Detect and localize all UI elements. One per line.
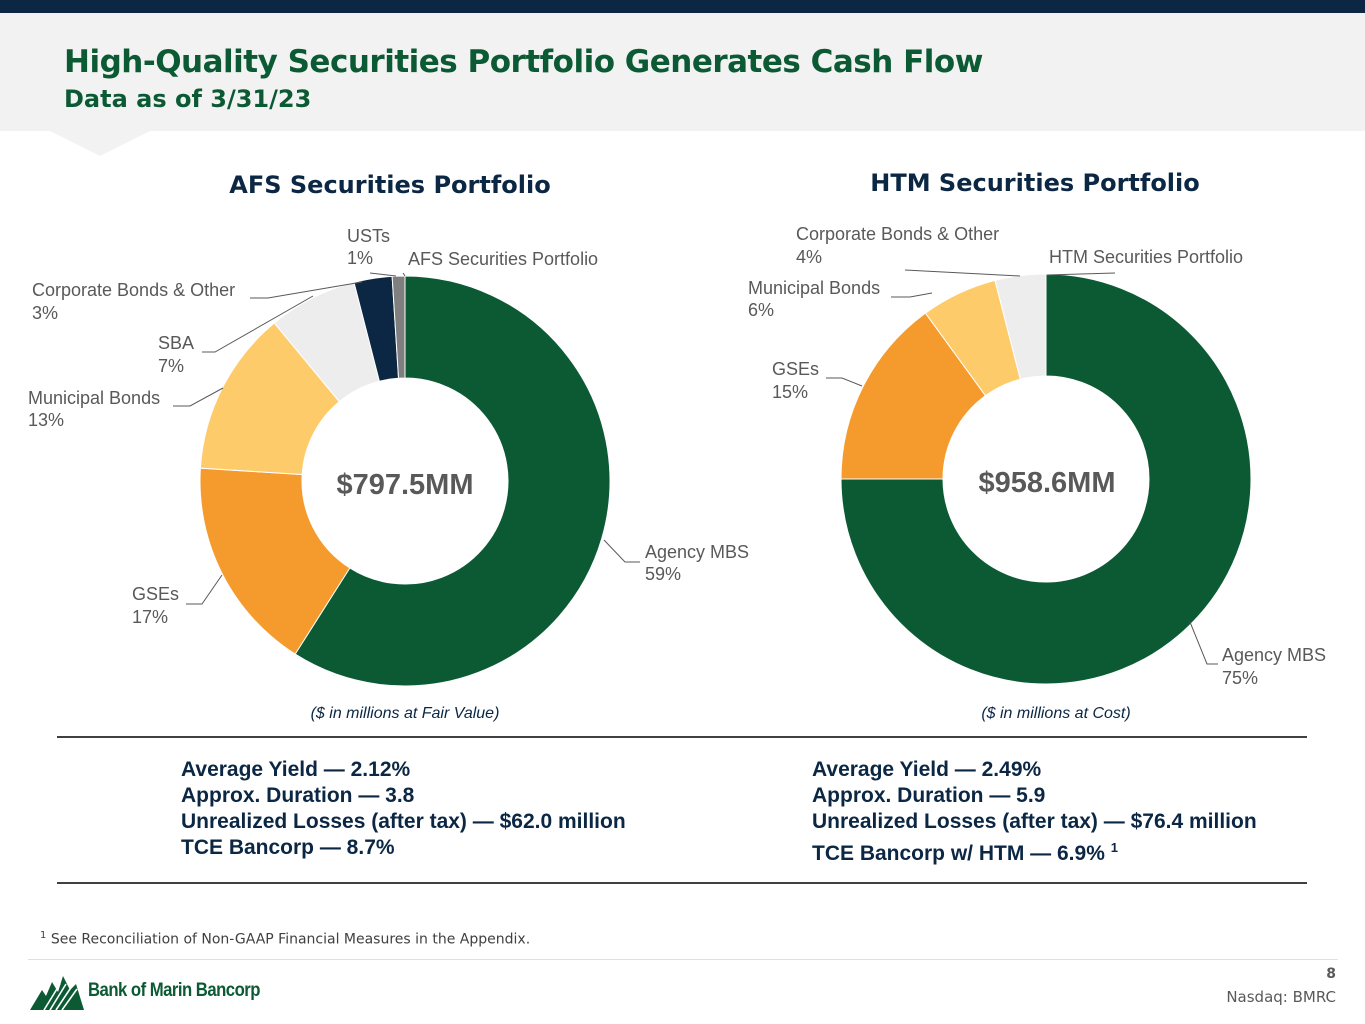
afs-label-agency-mbs: Agency MBS 59%	[603, 539, 749, 584]
htm-chart: HTM Securities Portfolio $958.6MM HTM Se…	[748, 169, 1326, 722]
afs-label-agency-mbs-name: Agency MBS	[645, 542, 749, 562]
htm-label-gses-pct: 15%	[772, 382, 808, 402]
title-banner	[0, 13, 1365, 156]
afs-label-sba-name: SBA	[158, 333, 194, 353]
afs-slice-municipal-bonds	[199, 322, 341, 476]
afs-leader-usts	[369, 272, 397, 277]
metrics-bottom-rule	[57, 882, 1307, 884]
afs-note: ($ in millions at Fair Value)	[311, 705, 500, 722]
logo-text: Bank of Marin Bancorp	[88, 980, 260, 1001]
afs-label-agency-mbs-pct: 59%	[645, 564, 681, 584]
afs-slice-agency-mbs	[294, 275, 611, 687]
footnote-text: See Reconciliation of Non-GAAP Financial…	[50, 931, 531, 948]
page-number: 8	[1326, 966, 1336, 982]
afs-label-usts-pct: 1%	[347, 248, 373, 268]
htm-label-gses-name: GSEs	[772, 359, 819, 379]
htm-tce-row: TCE Bancorp w/ HTM — 6.9% 1	[812, 835, 1257, 867]
afs-leader-municipal	[173, 387, 224, 407]
htm-label-gses: GSEs 15%	[772, 359, 863, 402]
htm-label-municipal-name: Municipal Bonds	[748, 278, 880, 298]
htm-metrics: Average Yield — 2.49% Approx. Duration —…	[812, 757, 1257, 867]
page-title: High-Quality Securities Portfolio Genera…	[64, 44, 983, 80]
afs-average-yield: Average Yield — 2.12%	[181, 758, 411, 781]
footnote: 1 See Reconciliation of Non-GAAP Financi…	[40, 930, 530, 948]
afs-label-municipal-pct: 13%	[28, 410, 64, 430]
afs-slice-gses	[199, 467, 351, 655]
htm-slices	[840, 273, 1252, 685]
afs-unrealized-losses: Unrealized Losses (after tax) — $62.0 mi…	[181, 810, 626, 833]
htm-unrealized-losses: Unrealized Losses (after tax) — $76.4 mi…	[812, 810, 1257, 833]
htm-label-municipal-bonds: Municipal Bonds 6%	[748, 278, 933, 320]
htm-note: ($ in millions at Cost)	[981, 705, 1130, 722]
afs-label-gses-pct: 17%	[132, 607, 168, 627]
htm-series-label: HTM Securities Portfolio	[1049, 247, 1243, 267]
ticker: Nasdaq: BMRC	[1226, 988, 1336, 1006]
afs-label-usts-name: USTs	[347, 226, 390, 246]
afs-chart-title: AFS Securities Portfolio	[229, 171, 550, 199]
htm-total-label: $958.6MM	[978, 467, 1115, 499]
afs-series-leader	[402, 272, 406, 277]
mountain-logo-icon	[30, 976, 84, 1010]
afs-label-corporate-bonds: Corporate Bonds & Other 3%	[32, 280, 363, 323]
afs-label-municipal-name: Municipal Bonds	[28, 388, 160, 408]
htm-duration: Approx. Duration — 5.9	[812, 784, 1046, 807]
htm-slice-agency-mbs	[840, 273, 1252, 685]
htm-label-corporate-pct: 4%	[796, 247, 822, 267]
afs-label-sba-pct: 7%	[158, 356, 184, 376]
afs-label-gses-name: GSEs	[132, 584, 179, 604]
htm-leader-corporate	[904, 269, 1021, 277]
htm-label-agency-mbs: Agency MBS 75%	[1189, 621, 1326, 688]
htm-tce-footnote-ref: 1	[1110, 840, 1118, 855]
afs-label-usts: USTs 1%	[347, 226, 397, 277]
top-bar	[0, 0, 1365, 13]
afs-label-sba: SBA 7%	[158, 295, 314, 376]
afs-label-corporate-name: Corporate Bonds & Other	[32, 280, 235, 300]
afs-label-gses: GSEs 17%	[132, 574, 223, 627]
footer-rule	[28, 959, 1338, 960]
afs-chart: AFS Securities Portfolio $797.5MM AFS Se…	[28, 171, 749, 722]
metrics-top-rule	[57, 736, 1307, 738]
afs-label-municipal-bonds: Municipal Bonds 13%	[28, 387, 224, 430]
afs-series-label: AFS Securities Portfolio	[408, 249, 598, 269]
portfolio-charts: AFS Securities Portfolio $797.5MM AFS Se…	[28, 169, 1326, 722]
afs-total-label: $797.5MM	[336, 469, 473, 501]
htm-leader-gses	[826, 377, 863, 387]
afs-tce: TCE Bancorp — 8.7%	[181, 836, 395, 859]
bank-logo: Bank of Marin Bancorp	[30, 972, 283, 1010]
afs-duration: Approx. Duration — 3.8	[181, 784, 415, 807]
htm-series-leader	[1046, 272, 1116, 276]
afs-metrics: Average Yield — 2.12% Approx. Duration —…	[181, 757, 626, 861]
afs-leader-gses	[186, 574, 223, 605]
htm-chart-title: HTM Securities Portfolio	[870, 169, 1200, 197]
htm-leader-agency-mbs	[1189, 621, 1218, 665]
afs-label-corporate-pct: 3%	[32, 303, 58, 323]
afs-slices	[199, 275, 611, 687]
htm-label-municipal-pct: 6%	[748, 300, 774, 320]
htm-label-corporate-name: Corporate Bonds & Other	[796, 224, 999, 244]
htm-label-agency-mbs-pct: 75%	[1222, 668, 1258, 688]
htm-label-agency-mbs-name: Agency MBS	[1222, 645, 1326, 665]
footnote-number: 1	[40, 930, 47, 941]
htm-label-corporate-bonds: Corporate Bonds & Other 4%	[796, 224, 1021, 277]
htm-slice-gses	[840, 312, 987, 480]
afs-slice-usts	[391, 275, 406, 379]
page-subtitle: Data as of 3/31/23	[64, 85, 312, 113]
afs-leader-agency-mbs	[603, 539, 640, 563]
htm-tce: TCE Bancorp w/ HTM — 6.9%	[812, 842, 1105, 865]
afs-leader-sba	[202, 295, 314, 353]
afs-leader-corporate	[250, 281, 363, 299]
htm-average-yield: Average Yield — 2.49%	[812, 758, 1042, 781]
htm-slice-corporate-bonds-other	[994, 273, 1047, 380]
htm-leader-municipal	[891, 292, 933, 298]
